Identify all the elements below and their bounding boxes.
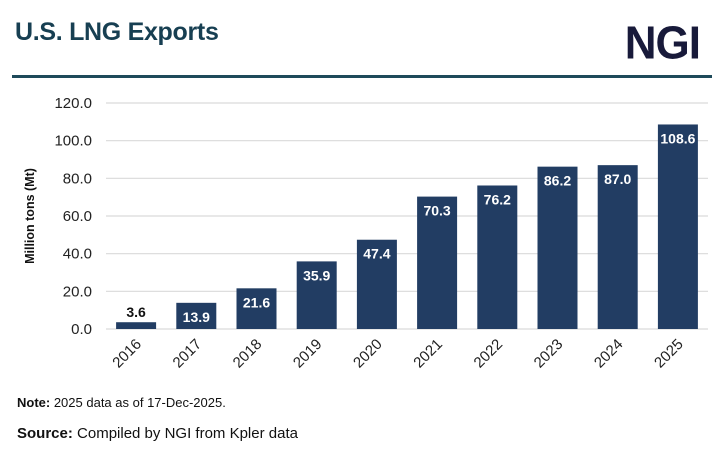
chart-title: U.S. LNG Exports xyxy=(15,18,219,46)
data-label: 87.0 xyxy=(604,171,631,187)
bar-chart: 0.0 20.0 40.0 60.0 80.0 100.0 120.0 3.6 13.9 21.… xyxy=(23,95,708,372)
header-divider xyxy=(12,75,712,78)
ngi-logo: NGI xyxy=(624,17,701,70)
x-tick-label: 2016 xyxy=(109,336,145,372)
y-tick-label: 80.0 xyxy=(63,170,92,187)
data-labels: 3.6 13.9 21.6 35.9 47.4 70.3 76.2 86.2 87.0 108.6 xyxy=(126,130,695,324)
bars xyxy=(116,124,698,329)
data-label: 21.6 xyxy=(243,294,270,310)
y-tick-label: 60.0 xyxy=(63,208,92,225)
bar-2024 xyxy=(597,165,638,329)
y-axis-label: Million tons (Mt) xyxy=(23,168,37,264)
bar-2022 xyxy=(477,185,518,329)
note-label: Note: xyxy=(17,395,51,410)
data-label: 86.2 xyxy=(544,173,571,189)
data-label: 70.3 xyxy=(423,203,450,219)
x-tick-label: 2022 xyxy=(471,336,507,372)
bar-2019 xyxy=(296,261,337,329)
x-tick-label: 2021 xyxy=(410,336,446,372)
y-tick-label: 100.0 xyxy=(54,133,92,150)
bar-2018 xyxy=(236,288,277,329)
x-axis-ticks: 2016 2017 2018 2019 2020 2021 2022 2023 2024 2025 xyxy=(109,336,686,372)
x-tick-label: 2018 xyxy=(230,336,266,372)
x-tick-label: 2025 xyxy=(651,336,687,372)
y-tick-label: 0.0 xyxy=(71,321,92,338)
y-axis-ticks: 0.0 20.0 40.0 60.0 80.0 100.0 120.0 xyxy=(54,95,92,338)
note-text: 2025 data as of 17-Dec-2025. xyxy=(50,395,226,410)
source-text: Compiled by NGI from Kpler data xyxy=(72,425,298,442)
y-tick-label: 20.0 xyxy=(63,283,92,300)
source-line: Source: Compiled by NGI from Kpler data xyxy=(17,425,298,442)
bar-2017 xyxy=(176,302,217,329)
bar-2021 xyxy=(417,196,458,329)
bar-2016 xyxy=(116,322,157,329)
y-tick-label: 40.0 xyxy=(63,246,92,263)
x-tick-label: 2023 xyxy=(531,336,567,372)
x-tick-label: 2020 xyxy=(350,336,386,372)
x-tick-label: 2019 xyxy=(290,336,326,372)
data-label: 3.6 xyxy=(126,304,146,320)
y-tick-label: 120.0 xyxy=(54,95,92,112)
x-tick-label: 2017 xyxy=(170,336,206,372)
data-label: 47.4 xyxy=(363,246,390,262)
source-label: Source: xyxy=(17,425,73,442)
footnote: Note: 2025 data as of 17-Dec-2025. xyxy=(17,395,226,410)
data-label: 13.9 xyxy=(183,309,210,325)
x-tick-label: 2024 xyxy=(591,336,627,372)
data-label: 76.2 xyxy=(484,191,511,207)
bar-2025 xyxy=(657,124,698,329)
data-label: 108.6 xyxy=(660,130,695,146)
data-label: 35.9 xyxy=(303,267,330,283)
bar-2023 xyxy=(537,166,578,329)
bar-2020 xyxy=(356,239,397,329)
